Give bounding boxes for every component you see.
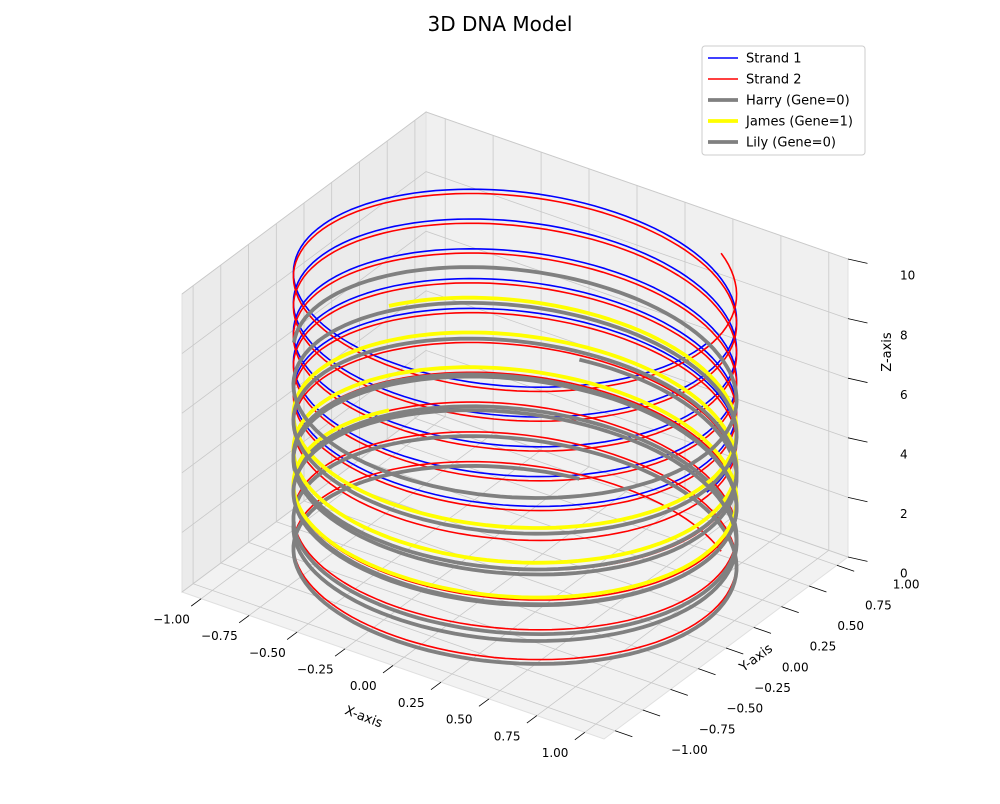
- series-curves: [291, 188, 739, 666]
- z-tick-label: 8: [900, 328, 908, 342]
- x-tick-mark: [430, 681, 442, 690]
- legend: Strand 1 Strand 2 Harry (Gene=0) James (Gen…: [701, 45, 866, 156]
- z-tick-mark: [847, 258, 868, 264]
- x-tick-label: 0.75: [494, 729, 521, 743]
- y-tick-mark: [725, 647, 744, 655]
- y-tick-label: −0.50: [726, 702, 763, 716]
- x-tick-mark: [478, 698, 490, 707]
- y-tick-mark: [836, 564, 855, 572]
- z-tick-mark: [847, 377, 868, 383]
- z-tick-mark: [847, 556, 868, 562]
- grid-line: [181, 290, 849, 474]
- y-tick-mark: [642, 709, 661, 717]
- x-tick-label: −0.75: [201, 629, 238, 643]
- x-tick-label: −1.00: [153, 612, 190, 626]
- z-tick-label: 4: [900, 448, 908, 462]
- legend-label-5: Lily (Gene=0): [746, 136, 836, 151]
- x-tick-mark: [526, 715, 538, 724]
- axis-ticks: −1.00−0.75−0.50−0.250.000.250.500.751.00…: [153, 258, 920, 760]
- legend-label-3: Harry (Gene=0): [746, 94, 850, 109]
- z-tick-label: 10: [900, 269, 915, 283]
- x-tick-label: 1.00: [542, 746, 569, 760]
- z-tick-label: 0: [900, 567, 908, 581]
- z-tick-label: 6: [900, 388, 908, 402]
- y-tick-mark: [781, 606, 799, 614]
- x-tick-mark: [574, 731, 586, 741]
- series-line-2: [292, 192, 738, 661]
- y-tick-label: −1.00: [671, 743, 708, 757]
- z-tick-label: 2: [900, 507, 908, 521]
- x-tick-label: 0.25: [398, 696, 425, 710]
- series-line-4: [291, 295, 739, 600]
- x-tick-label: −0.25: [297, 662, 334, 676]
- grid-line: [181, 230, 849, 414]
- y-tick-mark: [753, 626, 772, 634]
- grid-line: [181, 171, 849, 354]
- y-tick-label: −0.25: [754, 681, 791, 695]
- legend-box: [701, 45, 866, 156]
- y-axis-label: Y-axis: [736, 641, 776, 676]
- series-line-1: [292, 188, 738, 508]
- x-axis-label: X-axis: [343, 703, 385, 731]
- y-tick-label: 0.50: [837, 619, 864, 633]
- grid-line: [181, 111, 849, 295]
- z-axis-label: Z-axis: [880, 332, 895, 372]
- legend-label-4: James (Gene=1): [745, 115, 853, 130]
- y-tick-mark: [670, 688, 688, 696]
- y-tick-label: 1.00: [893, 578, 920, 592]
- y-tick-mark: [698, 668, 716, 676]
- x-tick-label: −0.50: [249, 646, 286, 660]
- x-tick-mark: [238, 615, 250, 624]
- x-tick-mark: [334, 648, 346, 657]
- x-tick-label: 0.50: [446, 713, 473, 727]
- x-tick-mark: [190, 598, 202, 607]
- series-line-5: [291, 265, 739, 643]
- z-tick-mark: [847, 497, 868, 503]
- y-tick-mark: [809, 585, 827, 593]
- legend-label-2: Strand 2: [746, 73, 802, 88]
- x-tick-mark: [382, 665, 394, 674]
- y-tick-label: −0.75: [699, 722, 736, 736]
- chart-title: 3D DNA Model: [428, 12, 573, 36]
- z-tick-mark: [847, 437, 868, 443]
- y-tick-label: 0.75: [865, 598, 892, 612]
- y-tick-mark: [614, 730, 633, 738]
- z-tick-mark: [847, 318, 868, 324]
- y-tick-label: 0.25: [810, 640, 837, 654]
- legend-label-1: Strand 1: [746, 52, 802, 67]
- x-tick-mark: [286, 631, 298, 640]
- x-tick-label: 0.00: [350, 679, 377, 693]
- y-tick-label: 0.00: [782, 660, 809, 674]
